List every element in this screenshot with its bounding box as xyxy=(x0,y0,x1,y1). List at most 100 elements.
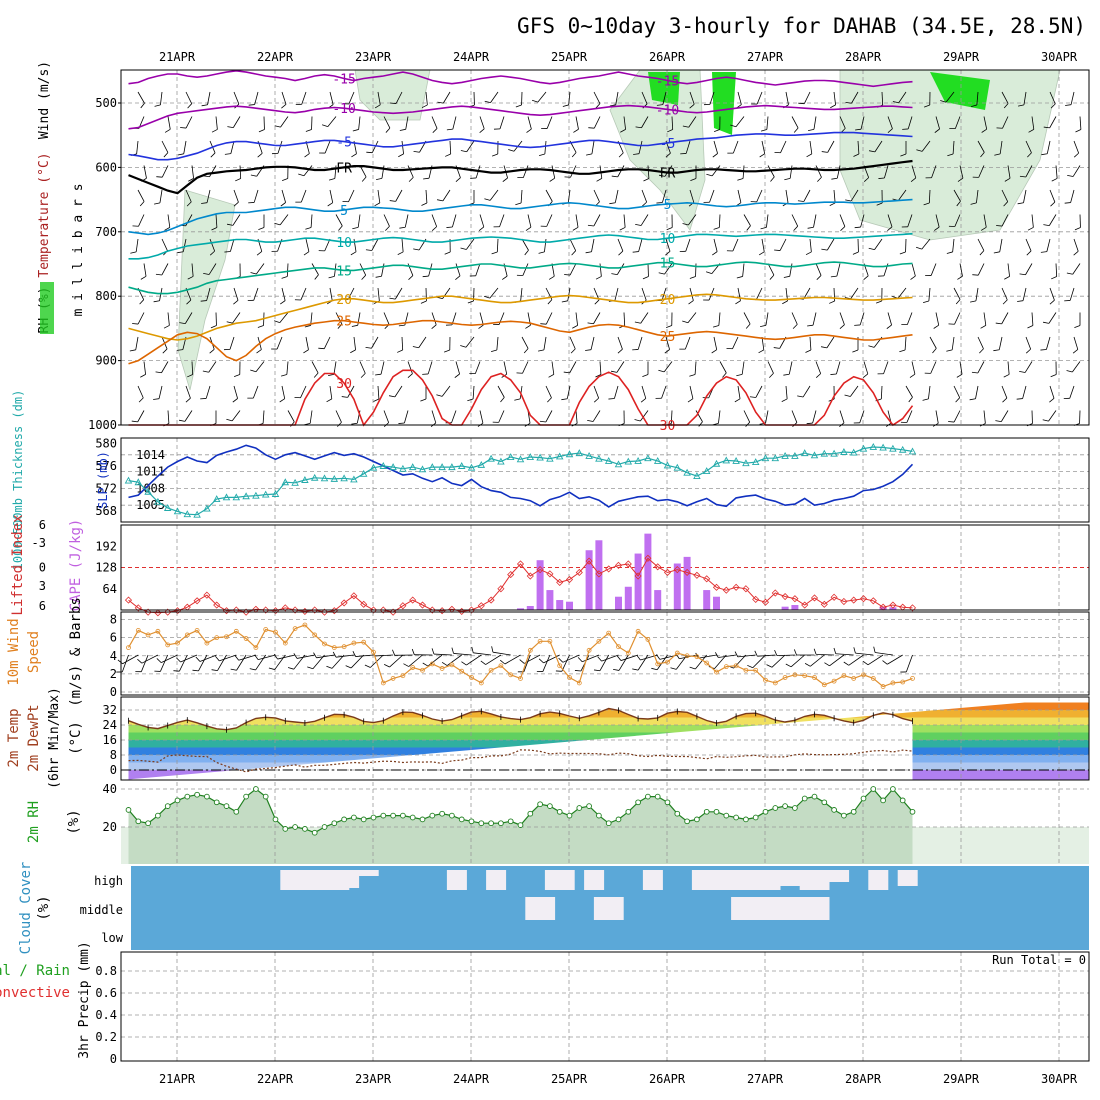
wind-barb-flag xyxy=(273,653,278,660)
rh-point xyxy=(390,812,396,819)
upper-wind-barb xyxy=(874,140,883,153)
upper-wind-barb xyxy=(394,287,403,300)
upper-wind-barb xyxy=(277,140,283,154)
upper-wind-barb xyxy=(713,238,718,252)
upper-wind-barb-flag xyxy=(163,325,170,329)
upper-wind-barb xyxy=(809,336,812,350)
upper-wind-barb-flag xyxy=(548,275,555,280)
wind-barb xyxy=(752,654,766,669)
wind-speed-point xyxy=(831,678,837,684)
isotherm-label: -10 xyxy=(332,102,355,117)
wind-speed-point xyxy=(537,638,543,644)
upper-wind-barb xyxy=(215,214,218,228)
upper-wind-barb xyxy=(466,140,475,153)
wind-barb-flag xyxy=(215,656,220,662)
rh-point xyxy=(635,799,641,806)
panel-frame xyxy=(120,696,1090,781)
panel-frame xyxy=(120,951,1090,1062)
upper-wind-barb-flag xyxy=(281,104,287,109)
wind-speed-point xyxy=(194,628,200,633)
upper-wind-barb-flag xyxy=(515,202,522,206)
cloud-high-cell xyxy=(701,870,712,890)
wind-barb xyxy=(238,654,257,661)
upper-wind-barb-flag xyxy=(186,299,192,305)
date-label-bottom: 23APR xyxy=(355,1072,392,1086)
upper-wind-barb xyxy=(1031,312,1034,326)
panel-frame xyxy=(120,524,1090,611)
lifted-index-point xyxy=(889,601,897,609)
upper-wind-barb xyxy=(276,336,283,350)
upper-wind-barb-flag xyxy=(130,251,137,254)
axis-title-line: Cloud Cover xyxy=(18,862,34,955)
rh-point xyxy=(341,816,347,823)
upper-wind-barb xyxy=(953,385,961,398)
lifted-index-point xyxy=(761,598,770,606)
wind-barb-flag xyxy=(431,648,435,655)
thickness-point xyxy=(889,444,897,452)
wind-barb xyxy=(331,654,345,669)
rh-point xyxy=(184,793,191,800)
upper-wind-barb xyxy=(860,116,865,130)
upper-wind-barb xyxy=(815,165,822,178)
upper-wind-barb xyxy=(930,263,937,276)
upper-wind-barb xyxy=(599,263,602,277)
upper-wind-barb-flag xyxy=(1051,178,1058,182)
upper-wind-barb xyxy=(813,214,817,228)
upper-wind-barb-flag xyxy=(656,104,663,106)
lifted-index-point xyxy=(203,591,211,599)
upper-wind-barb-flag xyxy=(805,251,812,256)
rh-high-shading xyxy=(648,72,680,105)
upper-wind-barb-flag xyxy=(398,153,404,158)
upper-wind-barb-flag xyxy=(774,249,781,251)
lifted-index-point xyxy=(516,560,525,568)
upper-wind-barb xyxy=(945,91,955,103)
upper-wind-barb-flag xyxy=(805,349,812,353)
isotherm--10 xyxy=(128,104,913,130)
axis-title-line: 3hr Precip (mm) xyxy=(77,941,92,1058)
upper-wind-barb-flag xyxy=(1043,224,1050,227)
upper-wind-barb-flag xyxy=(868,247,875,251)
upper-wind-barb-flag xyxy=(164,227,171,231)
upper-wind-barb xyxy=(623,116,626,130)
upper-wind-barb-flag xyxy=(923,202,930,206)
wind-barb xyxy=(350,654,364,669)
upper-wind-barb-flag xyxy=(490,349,497,353)
upper-wind-barb xyxy=(1007,165,1011,179)
thickness-point xyxy=(438,463,446,471)
thickness-point xyxy=(791,451,799,459)
upper-wind-barb-flag xyxy=(211,129,218,133)
upper-wind-barb-flag xyxy=(995,322,1002,325)
upper-wind-barb xyxy=(761,238,765,252)
upper-wind-barb xyxy=(143,165,147,179)
upper-wind-barb-flag xyxy=(1042,419,1049,422)
upper-wind-barb xyxy=(791,116,799,129)
date-label-bottom: 28APR xyxy=(845,1072,882,1086)
wind-barb xyxy=(637,654,649,671)
rh-point xyxy=(302,826,308,832)
cape-bar xyxy=(703,590,711,610)
rh-point xyxy=(841,812,847,819)
upper-wind-barb-flag xyxy=(876,300,882,304)
upper-wind-barb-flag xyxy=(305,129,312,132)
cape-bar xyxy=(517,608,524,610)
upper-wind-barb xyxy=(575,214,579,228)
upper-wind-barb-flag xyxy=(820,346,828,349)
upper-wind-barb xyxy=(767,263,775,276)
upper-wind-barb-flag xyxy=(1016,398,1023,400)
upper-wind-barb-flag xyxy=(185,397,191,403)
upper-wind-barb xyxy=(348,91,355,105)
lifted-index-point xyxy=(859,595,868,603)
lifted-index-point xyxy=(585,557,593,565)
upper-wind-barb-flag xyxy=(749,396,756,398)
upper-wind-barb-flag xyxy=(203,175,210,178)
upper-wind-barb-flag xyxy=(640,398,647,403)
upper-wind-barb-flag xyxy=(282,178,288,181)
axis-title-line: CAPE (J/kg) xyxy=(68,519,84,612)
upper-wind-barb-flag xyxy=(687,398,694,403)
upper-wind-barb xyxy=(427,361,433,375)
upper-wind-barb xyxy=(928,189,931,204)
upper-wind-barb xyxy=(953,410,961,423)
upper-wind-barb-flag xyxy=(1066,272,1073,275)
upper-wind-barb xyxy=(975,287,979,301)
wind-barb xyxy=(316,654,335,659)
